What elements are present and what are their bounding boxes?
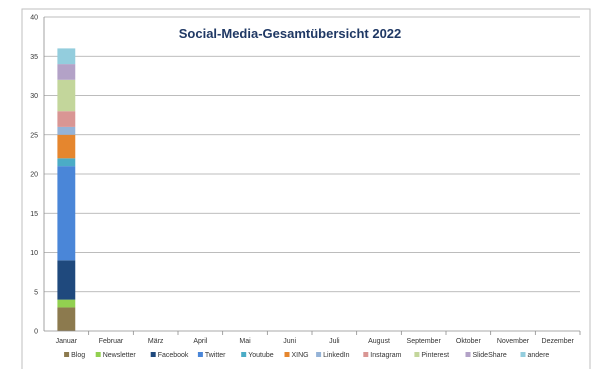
y-tick-label: 30: [30, 93, 38, 100]
legend-swatch: [363, 352, 369, 357]
legend-label: Blog: [71, 352, 85, 359]
axes: [43, 17, 581, 335]
bars: [57, 48, 76, 331]
legend-swatch: [64, 352, 70, 357]
x-tick-label: März: [148, 338, 164, 345]
legend-swatch: [95, 352, 101, 357]
legend-label: Newsletter: [103, 352, 137, 359]
legend-label: SlideShare: [473, 352, 507, 359]
x-tick-label: Februar: [99, 338, 124, 345]
bar-segment-blog: [57, 307, 76, 331]
x-axis-ticks: Januar Februar März April Mai Juni Juli August S…: [56, 338, 575, 345]
bar-segment-newsletter: [57, 299, 76, 308]
legend-swatch: [241, 352, 247, 357]
x-tick-label: August: [368, 338, 390, 345]
y-tick-label: 5: [34, 289, 38, 296]
legend-label: Instagram: [370, 352, 401, 359]
legend-swatch: [465, 352, 471, 357]
bar-segment-linkedin: [57, 126, 76, 135]
bar-segment-slideshare: [57, 64, 76, 80]
x-tick-label: April: [193, 338, 207, 345]
y-tick-label: 25: [30, 132, 38, 139]
legend-label: LinkedIn: [323, 352, 350, 359]
legend-label: XING: [292, 352, 309, 359]
y-tick-label: 10: [30, 250, 38, 257]
x-tick-label: Juli: [329, 338, 340, 345]
bar-segment-youtube: [57, 158, 76, 167]
legend-label: Twitter: [205, 352, 226, 359]
x-tick-label: Dezember: [542, 338, 575, 345]
y-axis-ticks: 0 5 10 15 20 25 30 35 40: [30, 15, 38, 336]
legend: Blog Newsletter Facebook Twitter Youtube XING…: [64, 352, 549, 359]
chart-title: Social-Media-Gesamtübersicht 2022: [179, 26, 402, 41]
bar-segment-andere: [57, 48, 76, 65]
legend-swatch: [150, 352, 156, 357]
bar-segment-xing: [57, 134, 76, 159]
bar-segment-instagram: [57, 111, 76, 127]
bar-segment-twitter: [57, 166, 76, 261]
y-tick-label: 40: [30, 15, 38, 22]
legend-label: Facebook: [158, 352, 189, 359]
x-tick-label: September: [407, 338, 442, 345]
gridlines: [44, 16, 580, 293]
legend-label: Pinterest: [421, 352, 449, 359]
x-tick-label: Mai: [239, 338, 251, 345]
legend-swatch: [284, 352, 290, 357]
x-tick-label: Juni: [283, 338, 296, 345]
y-tick-label: 35: [30, 54, 38, 61]
y-tick-label: 15: [30, 211, 38, 218]
legend-label: Youtube: [248, 352, 274, 359]
x-tick-label: Januar: [56, 338, 78, 345]
legend-label: andere: [528, 352, 550, 359]
x-tick-label: November: [497, 338, 530, 345]
chart-frame: [21, 8, 591, 369]
y-tick-label: 20: [30, 172, 38, 179]
legend-swatch: [316, 352, 322, 357]
bar-segment-facebook: [57, 260, 76, 300]
legend-swatch: [197, 352, 203, 357]
y-tick-label: 0: [34, 329, 38, 336]
legend-swatch: [520, 352, 526, 357]
x-tick-label: Oktober: [456, 338, 482, 345]
bar-segment-pinterest: [57, 79, 76, 112]
legend-swatch: [414, 352, 420, 357]
